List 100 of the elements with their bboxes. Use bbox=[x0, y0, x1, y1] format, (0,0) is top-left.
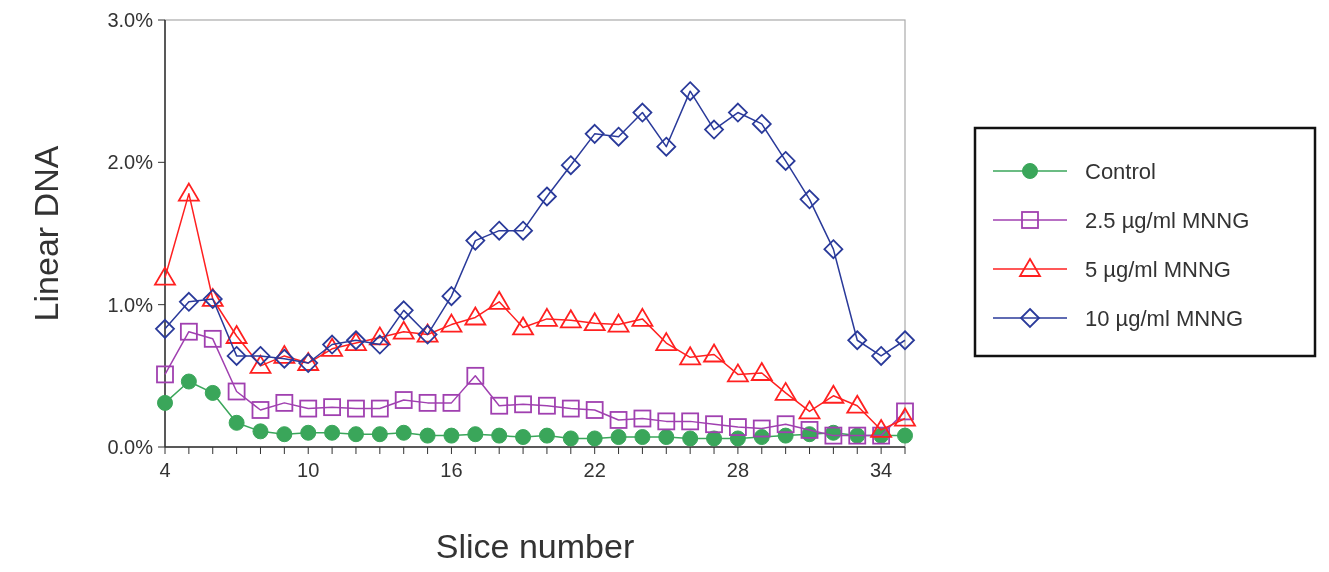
point bbox=[703, 343, 725, 363]
x-tick-label: 10 bbox=[297, 459, 320, 481]
point bbox=[180, 373, 197, 390]
point bbox=[800, 421, 819, 439]
point bbox=[750, 362, 773, 381]
point bbox=[179, 322, 198, 341]
point bbox=[681, 412, 700, 431]
point bbox=[514, 395, 532, 414]
point bbox=[656, 136, 677, 157]
point bbox=[870, 419, 893, 438]
point bbox=[347, 399, 365, 418]
point bbox=[583, 312, 606, 332]
point bbox=[584, 123, 605, 144]
point bbox=[705, 415, 723, 434]
point bbox=[824, 426, 843, 445]
point bbox=[775, 151, 796, 171]
legend-label: 5 µg/ml MNNG bbox=[1085, 256, 1231, 282]
point bbox=[727, 363, 749, 383]
point bbox=[586, 430, 603, 447]
point bbox=[631, 308, 654, 327]
point bbox=[512, 316, 534, 336]
point bbox=[562, 430, 579, 447]
x-tick-label: 22 bbox=[583, 459, 606, 481]
point bbox=[227, 382, 246, 401]
y-tick-label: 0.0% bbox=[107, 436, 154, 458]
point bbox=[774, 382, 797, 401]
point bbox=[536, 308, 558, 327]
point bbox=[657, 412, 676, 431]
point bbox=[609, 411, 628, 429]
point bbox=[897, 427, 913, 444]
point bbox=[680, 81, 701, 102]
point bbox=[177, 182, 200, 202]
point bbox=[418, 393, 437, 412]
y-axis-title: Linear DNA bbox=[27, 145, 65, 322]
point bbox=[682, 430, 699, 447]
point bbox=[178, 291, 199, 312]
point bbox=[538, 427, 555, 444]
x-tick-label: 28 bbox=[726, 459, 750, 481]
point bbox=[633, 409, 652, 428]
point bbox=[225, 325, 248, 344]
point bbox=[559, 309, 582, 329]
point bbox=[203, 329, 222, 348]
point bbox=[679, 346, 702, 366]
point bbox=[608, 126, 629, 147]
point bbox=[250, 346, 271, 366]
point bbox=[823, 239, 844, 260]
legend-label: 2.5 µg/ml MNNG bbox=[1085, 207, 1250, 233]
point bbox=[561, 399, 580, 418]
point bbox=[442, 393, 461, 412]
point bbox=[323, 398, 341, 417]
y-tick-label: 3.0% bbox=[107, 9, 154, 31]
point bbox=[252, 423, 269, 440]
point bbox=[798, 400, 821, 420]
point bbox=[443, 427, 460, 444]
point bbox=[155, 318, 175, 339]
point bbox=[394, 391, 413, 409]
point bbox=[251, 401, 270, 419]
point bbox=[157, 394, 173, 411]
x-tick-label: 16 bbox=[440, 459, 463, 481]
point bbox=[368, 326, 391, 346]
point bbox=[156, 365, 174, 384]
point bbox=[276, 426, 293, 443]
y-tick-label: 1.0% bbox=[107, 293, 154, 316]
point bbox=[490, 396, 509, 415]
point bbox=[847, 330, 868, 351]
point bbox=[369, 334, 390, 355]
point bbox=[632, 102, 653, 123]
point bbox=[560, 155, 581, 176]
point bbox=[513, 220, 533, 241]
point bbox=[799, 189, 820, 210]
point bbox=[634, 429, 651, 446]
point bbox=[275, 393, 294, 412]
point bbox=[395, 424, 412, 441]
point bbox=[371, 426, 388, 443]
point bbox=[392, 320, 415, 340]
x-tick-label: 34 bbox=[870, 459, 893, 481]
point bbox=[466, 366, 485, 385]
point bbox=[419, 427, 436, 444]
point bbox=[704, 119, 724, 140]
x-tick-label: 4 bbox=[159, 459, 171, 481]
point bbox=[706, 430, 723, 447]
point bbox=[655, 332, 678, 351]
point bbox=[300, 424, 317, 441]
x-axis-title: Slice number bbox=[435, 527, 635, 565]
point bbox=[299, 399, 318, 418]
point bbox=[895, 330, 915, 351]
point bbox=[204, 384, 221, 401]
point bbox=[537, 186, 557, 207]
point bbox=[610, 429, 627, 446]
y-tick-label: 2.0% bbox=[107, 151, 154, 174]
point bbox=[822, 384, 845, 404]
point bbox=[728, 102, 748, 123]
point bbox=[753, 429, 770, 446]
legend-label: Control bbox=[1085, 158, 1156, 184]
point bbox=[273, 345, 296, 364]
point bbox=[729, 418, 747, 436]
point bbox=[370, 399, 389, 418]
point bbox=[467, 426, 484, 443]
point bbox=[228, 414, 245, 431]
point bbox=[226, 346, 247, 366]
